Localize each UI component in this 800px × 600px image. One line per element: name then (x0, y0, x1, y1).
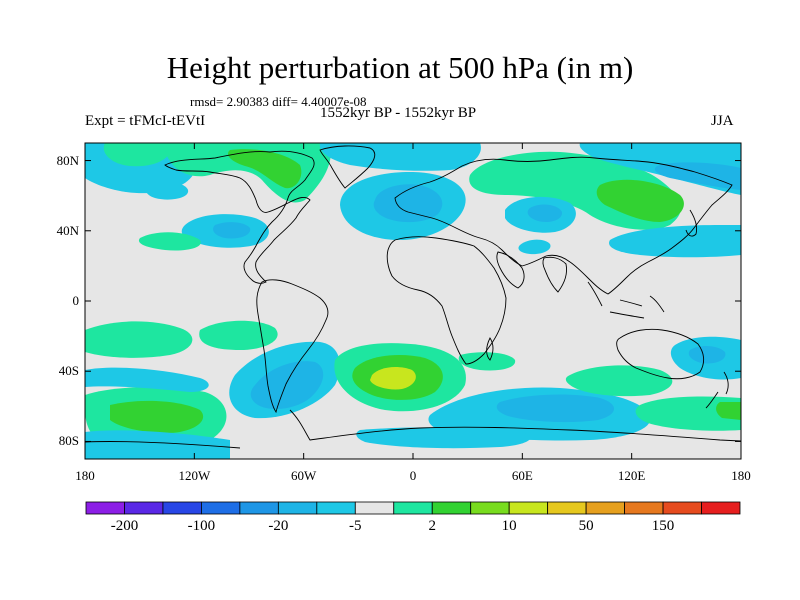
colorbar-swatch (624, 501, 664, 515)
colorbar-swatch (354, 501, 395, 515)
lon-tick-label: 180 (731, 468, 751, 483)
colorbar-swatch (508, 501, 549, 515)
contour-blue-arctic (319, 143, 481, 171)
experiment-label: Expt = tFMcI-tEVtI (85, 113, 206, 129)
colorbar-swatch (277, 501, 318, 515)
colorbar-swatch (316, 501, 356, 515)
contour-green-south-indian (458, 352, 516, 371)
lat-tick-label: 40S (58, 363, 79, 379)
coastline-india (542, 256, 567, 293)
coastline-new-zealand (705, 371, 729, 409)
colorbar-label: 2 (428, 518, 436, 534)
colorbar-swatch (431, 501, 472, 515)
colorbar-label: 50 (578, 518, 594, 534)
contour-green-south-pacific-55s-core (110, 400, 204, 433)
contour-green-south-pacific (85, 321, 193, 358)
contour-green-southern-ocean-east (635, 396, 741, 431)
colorbar-swatch (393, 501, 433, 515)
lat-tick-label: 0 (72, 293, 80, 308)
axis-ticks (84, 143, 742, 459)
lon-tick-label: 0 (409, 468, 417, 483)
coastline-south-america (256, 279, 329, 414)
contour-lightblue-atlantic (373, 184, 443, 223)
contour-green-southern-ocean-east-core (716, 402, 741, 420)
contour-green-pacific (103, 143, 171, 167)
lon-tick-label: 120W (178, 468, 211, 483)
contour-green-south-pacific-mid (199, 320, 278, 350)
colorbar-swatch (662, 501, 702, 515)
lon-tick-label: 60W (291, 468, 317, 483)
contour-lightblue-australia (688, 346, 726, 364)
coastline-southeast-asia (587, 281, 665, 319)
contour-lightblue-central-asia (527, 204, 563, 222)
coastline-africa (386, 236, 507, 365)
colorbar-label: -200 (110, 518, 139, 534)
lat-tick-label: 80S (58, 433, 79, 449)
coastline-greenland (319, 145, 376, 189)
contour-blue-southern-ocean-pacific (85, 367, 209, 392)
contour-fields (85, 143, 741, 459)
contour-blue-antarctic-east (356, 427, 531, 449)
colorbar-swatch (85, 501, 125, 515)
colorbar-label: -5 (349, 518, 362, 534)
colorbar-label: 150 (651, 518, 675, 534)
colorbar-swatch (124, 501, 164, 515)
lon-tick-label: 120E (617, 468, 646, 483)
coastline-eurasia (394, 156, 733, 295)
coastline-madagascar (486, 337, 494, 361)
coastline-arabia (496, 251, 525, 289)
colorbar-label: -20 (268, 518, 289, 534)
contour-blue-nw-pacific (609, 225, 741, 258)
contour-lightblue-south-america (250, 361, 324, 410)
coastline-antarctica (85, 409, 741, 449)
contour-green-north-america-core (227, 149, 302, 189)
lon-tick-label: 60E (511, 468, 533, 483)
colorbar-swatch (701, 501, 741, 515)
contour-green-indian-45s (565, 365, 673, 397)
coastlines (85, 145, 741, 449)
contour-green-pacific-40n (138, 232, 201, 251)
colorbar-swatch (585, 501, 625, 515)
coastline-north-america (164, 150, 315, 284)
colorbar-label: -100 (187, 518, 216, 534)
colorbar-swatch (162, 501, 202, 515)
period-label: 1552kyr BP - 1552kyr BP (320, 105, 477, 121)
colorbar-label: 10 (501, 518, 517, 534)
contour-blue-tibet (518, 239, 551, 255)
contour-yellowgreen-south-atlantic (370, 367, 416, 390)
colorbar (85, 501, 741, 515)
coastline-japan (685, 209, 698, 237)
lon-tick-label: 180 (75, 468, 95, 483)
contour-blue-antarctic-west (85, 430, 230, 459)
contour-lightblue-siberia (654, 162, 741, 190)
lat-tick-label: 80N (56, 152, 79, 168)
colorbar-swatch (547, 501, 587, 515)
lat-tick-label: 40N (56, 222, 79, 238)
season-label: JJA (711, 113, 734, 129)
contour-lightblue-north-america-40n (213, 222, 251, 239)
coastline-australia (616, 328, 705, 380)
contour-blue-pacific-30n (145, 182, 189, 200)
chart-title: Height perturbation at 500 hPa (in m) (166, 50, 634, 85)
colorbar-swatch (470, 501, 510, 515)
contour-lightblue-south-indian (496, 394, 615, 423)
contour-green-eurasia-core (596, 179, 684, 222)
stats-label: rmsd= 2.90383 diff= 4.40007e-08 (190, 94, 367, 109)
colorbar-swatch (201, 501, 241, 515)
colorbar-swatch (239, 501, 279, 515)
